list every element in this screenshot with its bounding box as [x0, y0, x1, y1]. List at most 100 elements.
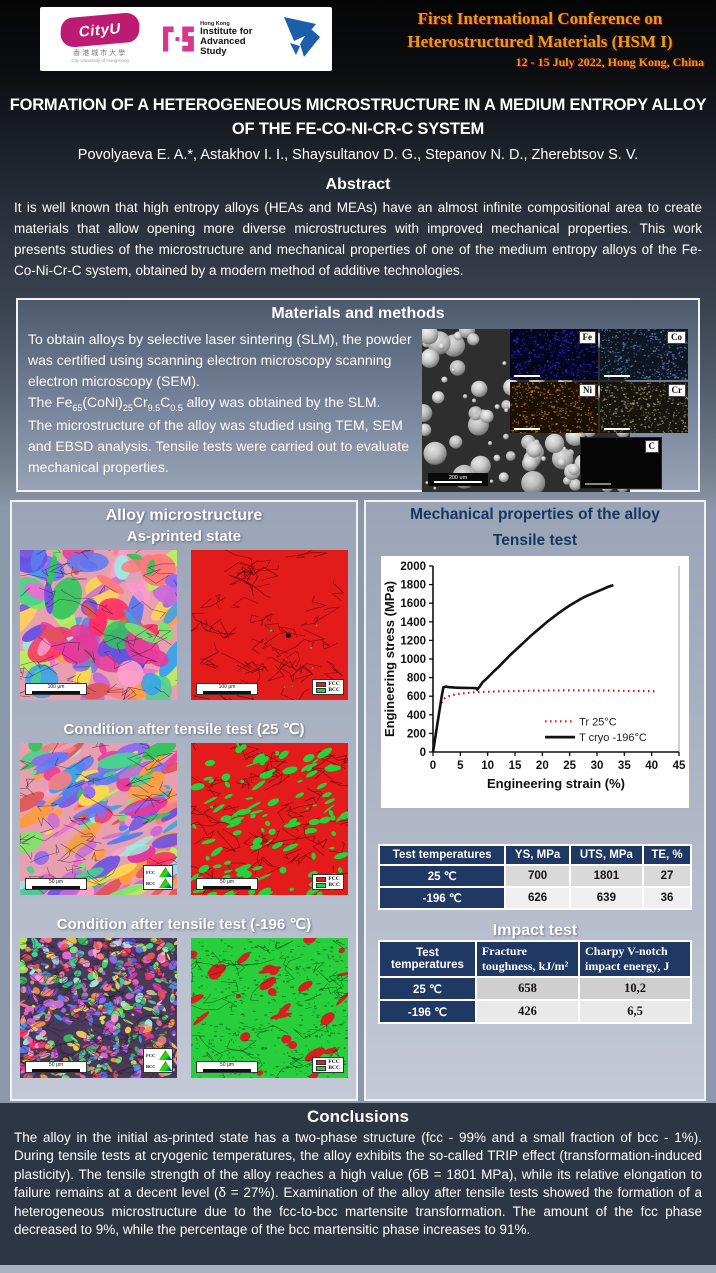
- abstract-heading: Abstract: [325, 176, 391, 193]
- fcc-color-swatch: [316, 1059, 327, 1065]
- svg-text:10: 10: [481, 760, 494, 772]
- tensile-25c-subheading: Condition after tensile test (25 ℃): [63, 721, 305, 738]
- hkias-hongkong-label: Hong Kong: [200, 21, 230, 28]
- abstract-section: Abstract It is well known that high entr…: [14, 176, 702, 282]
- svg-text:40: 40: [645, 760, 658, 772]
- series-rt: [431, 689, 658, 753]
- mechanical-heading: Mechanical properties of the alloy: [410, 506, 660, 523]
- phase-legend: FCC BCC: [312, 1057, 344, 1073]
- svg-text:0: 0: [420, 747, 426, 759]
- materials-formula-line: The Fe65(CoNi)25Cr9.5C0.5 alloy was obta…: [28, 394, 381, 413]
- scale-bar: 50 μm: [196, 1061, 258, 1073]
- svg-text:30: 30: [591, 760, 604, 772]
- eds-label-fe: Fe: [578, 331, 596, 344]
- bcc-color-swatch: [316, 882, 327, 888]
- conference-title: First International Conference on Hetero…: [370, 8, 710, 70]
- svg-text:2000: 2000: [400, 561, 426, 573]
- table-cell: 426: [474, 999, 581, 1024]
- conference-title-line1: First International Conference on: [417, 9, 663, 28]
- ebsd-ipf-map-as-printed: 100 μm: [20, 550, 177, 700]
- table-cell: 1801: [568, 864, 644, 888]
- fcc-color-swatch: [316, 681, 327, 687]
- svg-text:45: 45: [673, 760, 686, 772]
- bcc-color-swatch: [316, 687, 327, 693]
- table-cell: 36: [641, 886, 693, 910]
- svg-text:1200: 1200: [400, 635, 426, 647]
- table-row: 25 ℃ 700 1801 27: [377, 864, 693, 888]
- table-header-cell: UTS, MPa: [568, 844, 644, 866]
- y-axis-label: Engineering stress (MPa): [382, 581, 397, 737]
- logo-box: CityU 香港城市大學 City University of Hong Kon…: [40, 7, 332, 71]
- eds-label-cr: Cr: [667, 384, 686, 397]
- svg-text:0: 0: [430, 760, 436, 772]
- cityu-chinese-name: 香港城市大學: [73, 49, 128, 57]
- eds-map-co: Co: [600, 329, 688, 380]
- scale-bar: 50 μm: [196, 878, 258, 890]
- scale-bar: 50 μm: [25, 1061, 87, 1073]
- eds-map-c: C: [580, 437, 662, 489]
- table-cell: 6,5: [578, 999, 692, 1024]
- table-row: -196 ℃ 626 639 36: [377, 886, 693, 910]
- eds-label-ni: Ni: [579, 384, 596, 397]
- scale-bar: 100 μm: [25, 683, 87, 695]
- impact-test-subheading: Impact test: [492, 922, 578, 939]
- cityu-english-name: City University of Hong Kong: [71, 57, 129, 64]
- svg-text:200 um: 200 um: [448, 475, 467, 481]
- hkias-name-line2: Advanced Study: [200, 36, 246, 57]
- materials-paragraph-2: The microstructure of the alloy was stud…: [28, 417, 410, 476]
- tensile-results-table: Test temperatures YS, MPa UTS, MPa TE, % 25 …: [377, 844, 693, 910]
- materials-panel: Materials and methods To obtain alloys b…: [16, 298, 700, 492]
- bcc-color-swatch: [316, 1065, 327, 1071]
- svg-text:35: 35: [618, 760, 631, 772]
- svg-text:25: 25: [563, 760, 576, 772]
- materials-text: To obtain alloys by selective laser sint…: [28, 329, 420, 492]
- ebsd-ipf-map-cryo: 50 μm FCC BCC: [20, 938, 177, 1078]
- table-header-cell: Test temperatures: [377, 844, 507, 866]
- conclusions-section: Conclusions The alloy in the initial as-…: [0, 1103, 716, 1265]
- eds-map-cr: Cr: [600, 382, 688, 433]
- table-cell: 27: [641, 864, 693, 888]
- conference-title-line2: Heterostructured Materials (HSM I): [407, 31, 673, 51]
- conclusions-text: The alloy in the initial as-printed stat…: [14, 1130, 702, 1238]
- table-row: -196 ℃ 426 6,5: [378, 999, 692, 1024]
- phase-map-as-printed: 100 μm FCC BCC: [191, 550, 348, 700]
- tensile-test-subheading: Tensile test: [492, 532, 578, 549]
- series-cryo: [431, 583, 614, 753]
- table-row-header: 25 ℃: [378, 976, 477, 1001]
- microstructure-panel: Alloy microstructure As-printed state 10…: [10, 500, 358, 1101]
- conclusions-heading: Conclusions: [306, 1107, 409, 1126]
- table-cell: 700: [504, 864, 571, 888]
- phase-legend: FCC BCC: [312, 874, 344, 890]
- microstructure-heading: Alloy microstructure: [105, 507, 263, 524]
- tensile-cryo-subheading: Condition after tensile test (-196 ℃): [56, 916, 312, 933]
- table-cell: 658: [474, 976, 581, 1001]
- svg-text:5: 5: [457, 760, 464, 772]
- phase-legend: FCC BCC: [312, 679, 344, 695]
- cityu-logo-mark: CityU: [59, 11, 141, 48]
- svg-text:15: 15: [509, 760, 522, 772]
- materials-paragraph-1: To obtain alloys by selective laser sint…: [28, 331, 412, 389]
- hkias-logo: Hong Kong Institute for Advanced Study: [162, 21, 272, 57]
- scale-bar: 100 μm: [196, 683, 258, 695]
- ipf-color-key: FCC BCC: [143, 1048, 173, 1073]
- fcc-color-swatch: [316, 876, 327, 882]
- authors-line: Povolyaeva E. A.*, Astakhov I. I., Shays…: [77, 147, 639, 163]
- tensile-chart: 0 200 400 600 800 1000 1200 1400 1600 1800 2000 0 5 1…: [381, 556, 689, 808]
- legend-entry: Tr 25°C: [579, 716, 617, 728]
- table-row-header: 25 ℃: [377, 864, 507, 888]
- conference-date: 12 - 15 July 2022, Hong Kong, China: [515, 54, 704, 69]
- table-row-header: -196 ℃: [378, 999, 477, 1024]
- bottom-strip: [0, 1265, 716, 1273]
- x-axis-label: Engineering strain (%): [487, 776, 625, 791]
- materials-heading: Materials and methods: [271, 305, 445, 322]
- cityu-logo: CityU 香港城市大學 City University of Hong Kon…: [46, 11, 154, 64]
- table-cell: 626: [504, 886, 571, 910]
- svg-text:1800: 1800: [400, 580, 426, 592]
- eds-label-co: Co: [667, 331, 686, 344]
- impact-results-table: Test temperatures Fracture toughness, kJ/…: [378, 940, 692, 1024]
- table-header-cell: YS, MPa: [504, 844, 571, 866]
- hkias-logo-mark: [163, 26, 195, 52]
- table-header-cell: TE, %: [641, 844, 693, 866]
- mechanical-panel: Mechanical properties of the alloy Tensi…: [364, 500, 706, 1101]
- svg-text:1400: 1400: [400, 617, 426, 629]
